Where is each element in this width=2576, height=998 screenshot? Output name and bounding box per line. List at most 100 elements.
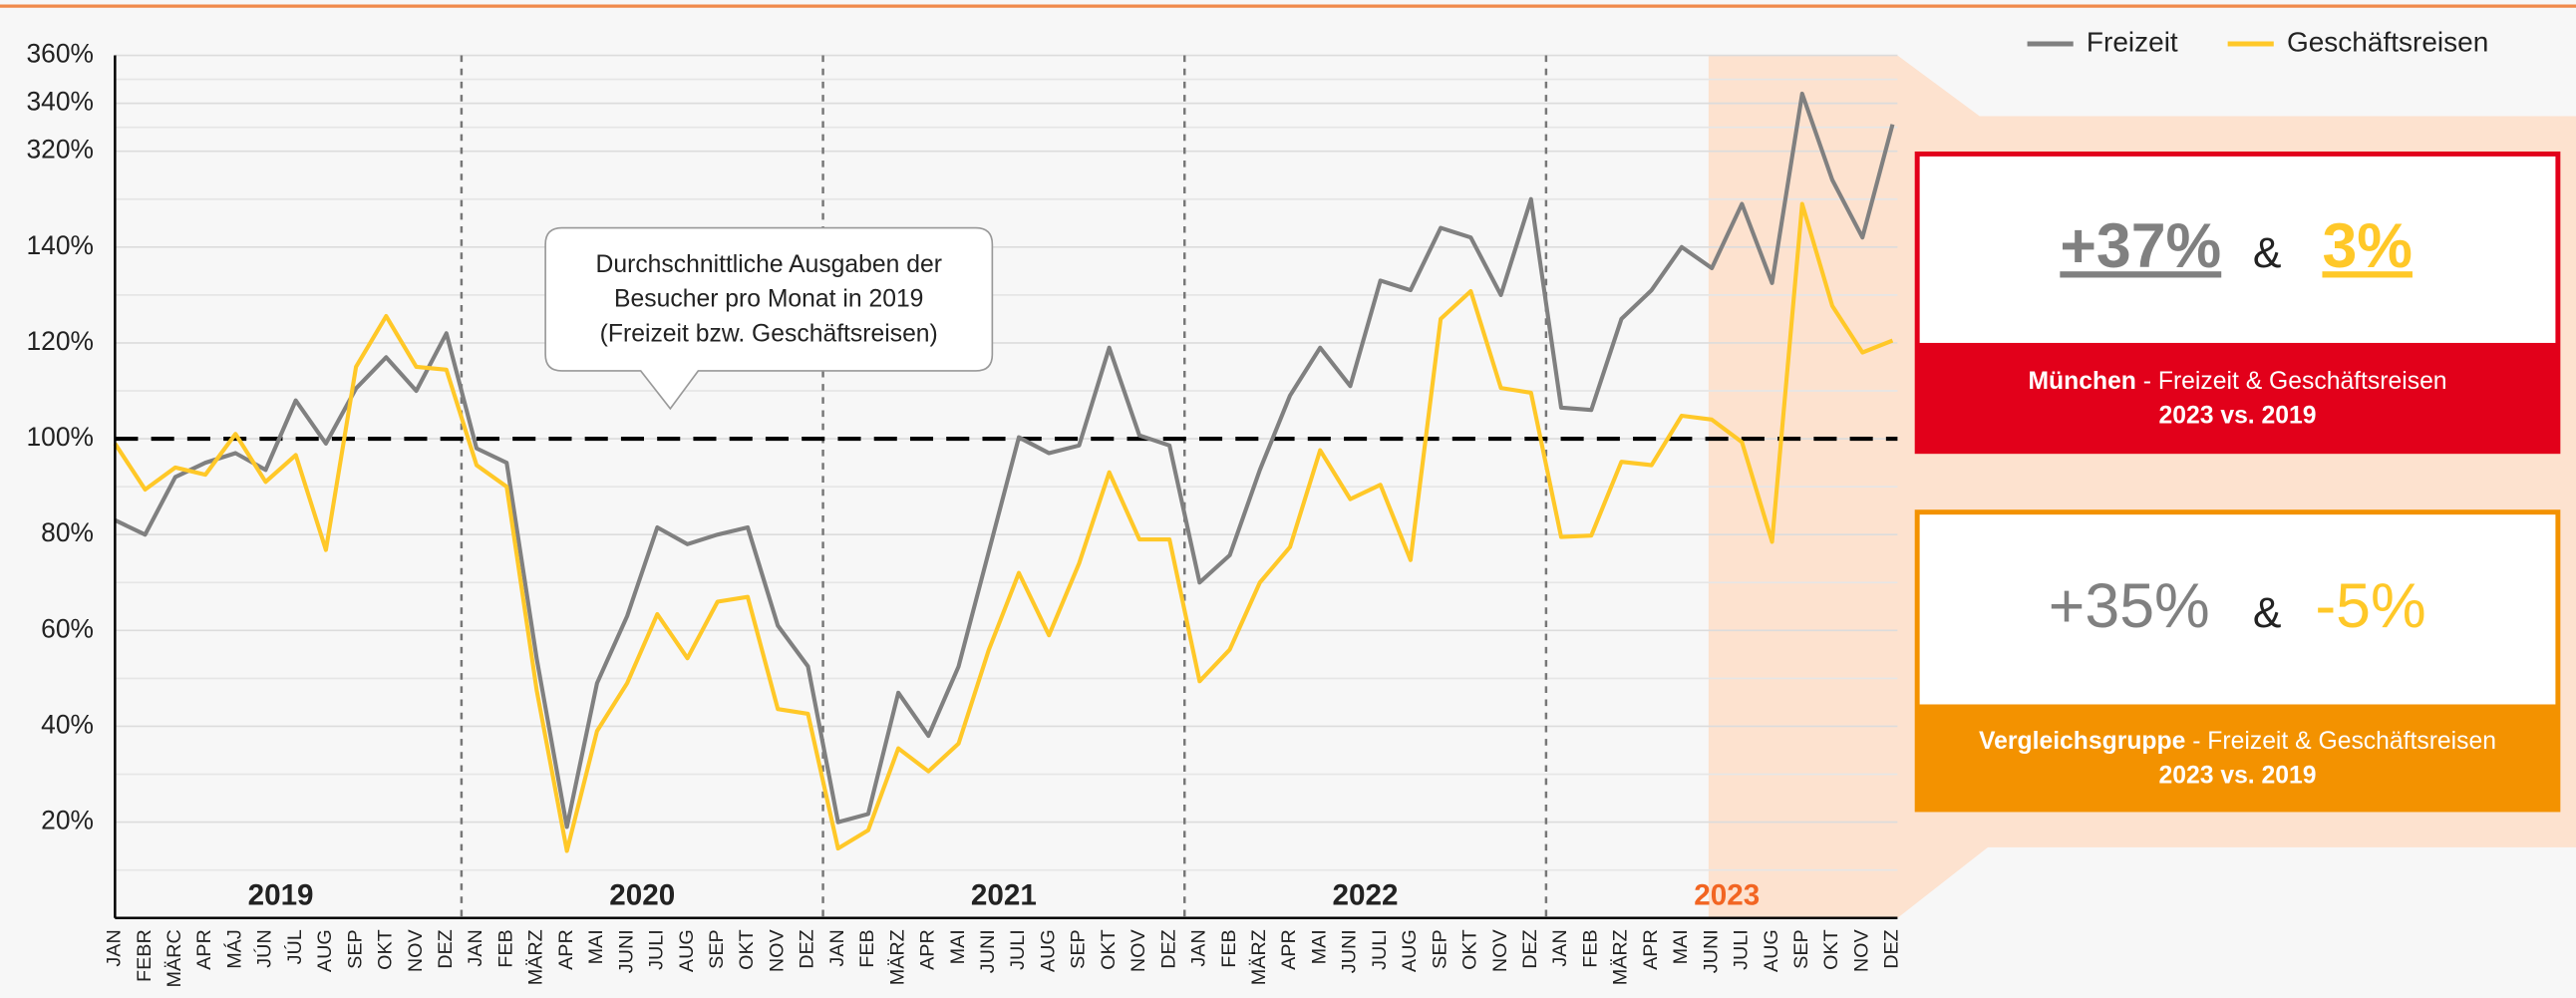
grid	[115, 54, 1898, 918]
marks	[113, 91, 1898, 853]
x-tick-label: FEB	[494, 929, 516, 967]
x-tick-label: AUG	[1761, 929, 1782, 972]
x-tick-label: FEB	[1218, 929, 1240, 967]
summary-value: +35%	[2049, 571, 2210, 641]
x-tick-label: JAN	[104, 929, 126, 966]
x-tick-label: OKT	[1459, 929, 1481, 970]
annotation-line: Besucher pro Monat in 2019	[614, 286, 923, 313]
x-tick-label: AUG	[676, 929, 698, 972]
year-label: 2023	[1694, 879, 1760, 912]
y-tick-label: 140%	[27, 230, 94, 260]
x-tick-label: AUG	[1037, 929, 1059, 972]
x-tick-label: NOV	[1489, 928, 1511, 972]
x-tick-label: FEB	[856, 929, 878, 967]
series-line	[114, 91, 1895, 830]
x-tick-label: MÄRC	[163, 929, 185, 987]
x-tick-label: SEP	[706, 929, 728, 969]
x-tick-label: SEP	[1068, 929, 1090, 969]
box-band	[1917, 704, 2558, 810]
year-label: 2022	[1333, 879, 1399, 912]
annotation-line: (Freizeit bzw. Geschäftsreisen)	[600, 320, 938, 347]
y-tick-label: 320%	[27, 135, 94, 165]
x-tick-label: OKT	[1820, 929, 1842, 970]
x-tick-label: NOV	[766, 928, 788, 972]
x-tick-label: MAI	[1308, 929, 1330, 964]
y-tick-label: 120%	[27, 326, 94, 356]
summary-value: 3%	[2322, 211, 2413, 281]
summary-amp: &	[2253, 589, 2282, 637]
x-tick-label: APR	[1640, 929, 1662, 970]
x-tick-label: JULI	[1007, 929, 1029, 970]
x-tick-label: JAN	[465, 929, 486, 966]
summary-value: -5%	[2315, 571, 2425, 641]
x-tick-label: FEBR	[134, 929, 156, 982]
x-tick-label: DEZ	[1157, 929, 1179, 969]
band-period: 2023 vs. 2019	[2159, 763, 2317, 790]
x-tick-label: NOV	[1850, 928, 1872, 972]
x-tick-label: MAI	[585, 929, 607, 964]
x-tick-label: APR	[1278, 929, 1300, 970]
x-tick-label: MÄRZ	[525, 929, 547, 985]
band-group: Vergleichsgruppe	[1979, 728, 2185, 755]
box-band	[1917, 342, 2558, 452]
year-label: 2021	[971, 879, 1037, 912]
band-line: Vergleichsgruppe - Freizeit & Geschäftsr…	[1979, 728, 2496, 755]
legend-label: Geschäftsreisen	[2287, 26, 2488, 57]
x-tick-label: OKT	[375, 929, 397, 970]
callout-box	[544, 226, 994, 411]
summary-box: +35% & -5% Vergleichsgruppe - Freizeit &…	[1914, 509, 2561, 813]
band-period: 2023 vs. 2019	[2159, 403, 2317, 430]
x-tick-label: DEZ	[1881, 929, 1903, 969]
x-tick-label: JUNI	[977, 929, 999, 973]
summary-amp: &	[2253, 229, 2282, 277]
x-tick-label: JUNI	[615, 929, 637, 973]
x-tick-label: JAN	[1188, 929, 1210, 966]
x-tick-label: MAI	[947, 929, 969, 964]
x-tick-label: OKT	[736, 929, 758, 970]
x-tick-label: MÄRZ	[1610, 929, 1632, 985]
band-subtitle: - Freizeit & Geschäftsreisen	[2185, 728, 2496, 755]
x-tick-label: MAI	[1670, 929, 1692, 964]
legend-label: Freizeit	[2087, 26, 2178, 57]
summary-box: +37% & 3% München - Freizeit & Geschäfts…	[1914, 151, 2561, 455]
band-subtitle: - Freizeit & Geschäftsreisen	[2136, 368, 2447, 395]
annotation: Durchschnittliche Ausgaben der Besucher …	[544, 226, 994, 411]
year-label: 2020	[609, 879, 675, 912]
x-tick-label: APR	[555, 929, 577, 970]
x-tick-label: DEZ	[1519, 929, 1541, 969]
x-tick-label: JAN	[1549, 929, 1571, 966]
x-tick-label: AUG	[314, 929, 336, 972]
band-group: München	[2028, 368, 2135, 395]
x-tick-label: JÚL	[283, 929, 306, 964]
x-tick-label: NOV	[405, 928, 427, 972]
band-line: München - Freizeit & Geschäftsreisen	[2028, 368, 2446, 395]
x-tick-label: JULI	[1731, 929, 1753, 970]
y-tick-label: 100%	[27, 422, 94, 452]
year-label: 2019	[248, 879, 314, 912]
x-tick-label: DEZ	[435, 929, 457, 969]
x-tick-label: NOV	[1127, 928, 1149, 972]
y-tick-label: 20%	[41, 806, 94, 835]
x-tick-label: JULI	[1369, 929, 1391, 970]
x-tick-label: JÚN	[253, 929, 276, 967]
x-tick-label: MÄRZ	[1248, 929, 1270, 985]
y-tick-label: 360%	[27, 39, 94, 69]
x-tick-label: JUNI	[1339, 929, 1361, 973]
x-tick-label: SEP	[344, 929, 366, 969]
series-line	[113, 201, 1894, 853]
x-tick-label: JULI	[646, 929, 668, 970]
x-tick-label: MÄRZ	[886, 929, 908, 985]
legend: Freizeit Geschäftsreisen	[2027, 26, 2488, 57]
x-tick-label: JUNI	[1700, 929, 1722, 973]
x-tick-label: JAN	[826, 929, 848, 966]
annotation-line: Durchschnittliche Ausgaben der	[596, 251, 942, 278]
x-tick-label: OKT	[1098, 929, 1120, 970]
y-tick-label: 80%	[41, 517, 94, 547]
summary-value: +37%	[2060, 211, 2221, 281]
y-tick-label: 60%	[41, 613, 94, 643]
y-tick-label: 340%	[27, 87, 94, 117]
x-tick-label: MÁJ	[222, 929, 245, 969]
y-tick-label: 40%	[41, 709, 94, 739]
x-tick-label: FEB	[1579, 929, 1601, 967]
